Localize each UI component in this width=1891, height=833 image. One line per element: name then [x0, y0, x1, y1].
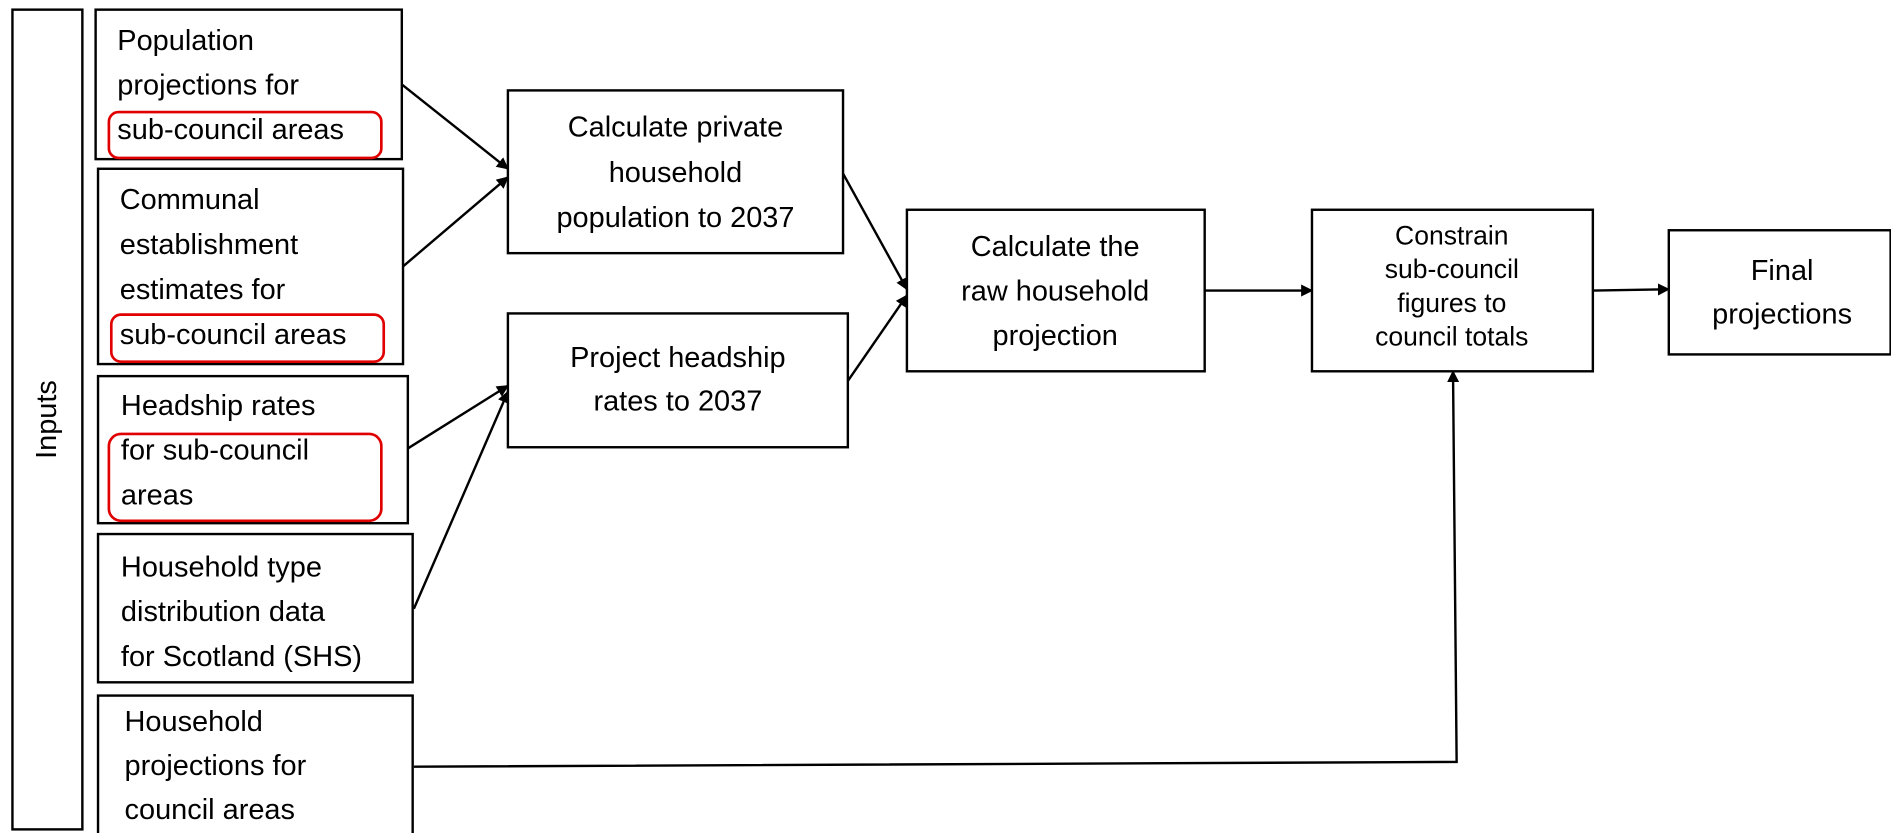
- step-text: council totals: [1375, 322, 1528, 352]
- highlight: [109, 313, 386, 363]
- arrow: [841, 173, 908, 291]
- arrow: [413, 370, 1460, 768]
- arrow: [402, 176, 509, 268]
- step-text: sub-council: [1385, 254, 1519, 284]
- arrow: [1592, 283, 1671, 296]
- arrow: [412, 390, 510, 610]
- step-text: population to 2037: [556, 202, 794, 234]
- input-text: Population: [117, 25, 254, 57]
- step-text: Final: [1751, 255, 1814, 287]
- input-box: [94, 8, 404, 161]
- inputs-bar: [11, 8, 84, 831]
- input-box: [96, 374, 410, 525]
- step-box: [1667, 229, 1891, 356]
- input-box: [96, 694, 414, 833]
- highlight: [107, 110, 383, 160]
- input-text: for sub-council: [121, 435, 309, 467]
- step-text: Constrain: [1395, 220, 1508, 250]
- step-text: household: [609, 157, 742, 189]
- input-text: establishment: [120, 229, 298, 261]
- step-text: raw household: [961, 276, 1149, 308]
- input-text: for Scotland (SHS): [121, 641, 362, 673]
- arrow: [407, 384, 509, 450]
- step-text: Project headship: [570, 342, 785, 374]
- input-text: estimates for: [120, 274, 286, 306]
- input-box: [96, 532, 414, 684]
- side-label: Inputs: [31, 380, 63, 459]
- input-text: sub-council areas: [120, 319, 347, 351]
- arrow: [401, 83, 509, 170]
- input-text: areas: [121, 479, 193, 511]
- step-text: projections: [1712, 298, 1852, 330]
- step-box: [506, 312, 850, 449]
- step-box: [506, 89, 845, 255]
- input-text: council areas: [125, 794, 295, 826]
- step-text: Calculate private: [568, 112, 783, 144]
- input-text: Headship rates: [121, 390, 316, 422]
- input-text: Communal: [120, 184, 260, 216]
- input-text: Household: [125, 706, 263, 738]
- input-text: Household type: [121, 552, 322, 584]
- step-text: figures to: [1397, 288, 1506, 318]
- input-box: [96, 167, 405, 366]
- boxes: Population projections for sub-council are…: [94, 8, 1891, 833]
- input-text: projections for: [125, 750, 307, 782]
- step-text: rates to 2037: [593, 385, 762, 417]
- highlight: [107, 432, 383, 523]
- arrow: [846, 294, 908, 382]
- step-text: Calculate the: [971, 231, 1140, 263]
- input-text: sub-council areas: [117, 114, 344, 146]
- input-text: projections for: [117, 69, 299, 101]
- step-text: projection: [992, 320, 1117, 352]
- input-text: distribution data: [121, 596, 326, 628]
